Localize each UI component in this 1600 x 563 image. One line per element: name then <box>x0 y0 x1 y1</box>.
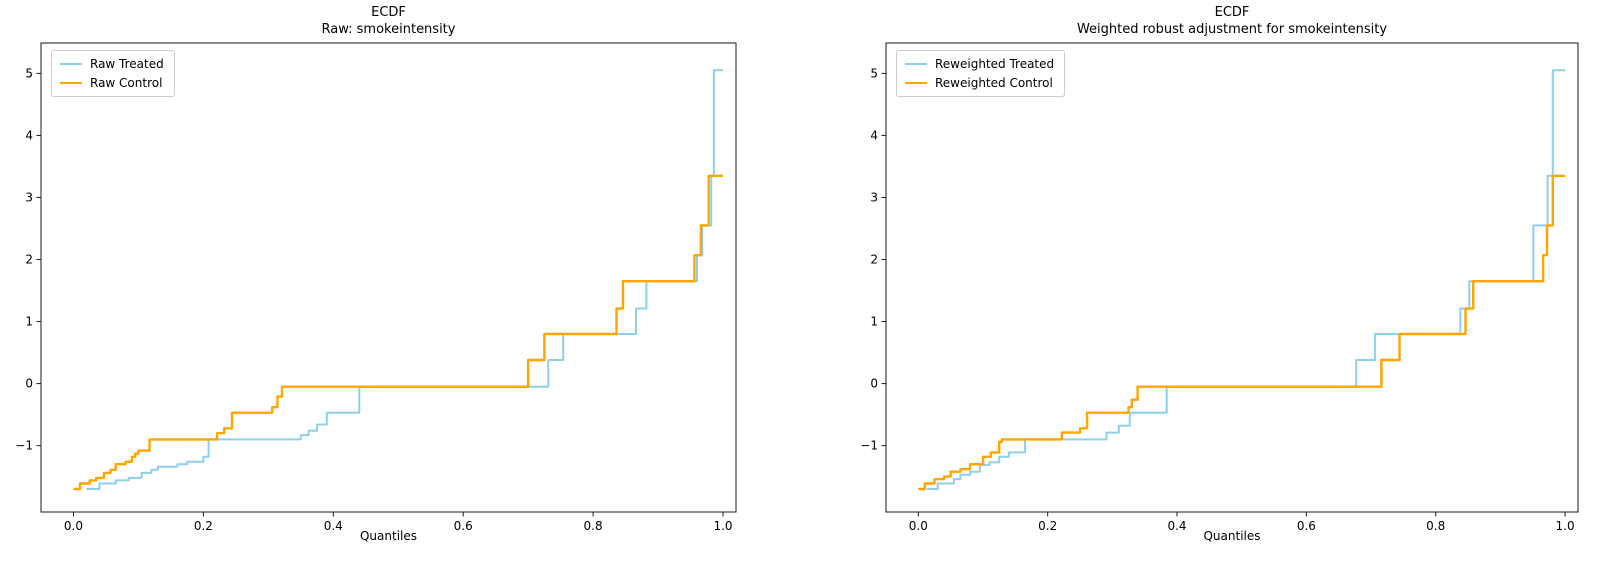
weighted-chart-title-line2: Weighted robust adjustment for smokeinte… <box>1076 21 1388 37</box>
reweighted-control-line <box>918 174 1566 491</box>
y-tick-label: 3 <box>870 190 878 204</box>
x-tick-label: 0.2 <box>194 519 213 533</box>
y-tick-label: 1 <box>870 315 878 329</box>
x-tick-label: 0.0 <box>64 519 83 533</box>
x-tick-label: 0.6 <box>1297 519 1316 533</box>
legend-label: Raw Control <box>90 76 163 90</box>
reweighted-treated-line <box>926 69 1566 490</box>
x-tick-label: 0.8 <box>1426 519 1445 533</box>
x-tick-label: 0.4 <box>1167 519 1186 533</box>
y-tick-label: 3 <box>25 190 33 204</box>
raw-treated-line <box>86 69 723 490</box>
y-tick-label: 4 <box>870 128 878 142</box>
x-tick-label: 0.0 <box>909 519 928 533</box>
raw-legend: Raw Treated Raw Control <box>51 50 175 97</box>
raw-xaxis-label: Quantiles <box>359 529 418 543</box>
legend-label: Reweighted Treated <box>935 57 1055 71</box>
legend-row: Raw Control <box>60 76 164 90</box>
legend-row: Reweighted Treated <box>905 57 1054 71</box>
raw-ecdf-plot-svg: 0.0 0.2 0.4 0.6 0.8 1.0 −1 0 1 2 3 4 5 <box>15 42 737 533</box>
legend-row: Reweighted Control <box>905 76 1054 90</box>
y-tick-label: 0 <box>870 377 878 391</box>
legend-label: Reweighted Control <box>935 76 1053 90</box>
x-tick-label: 0.2 <box>1038 519 1057 533</box>
x-tick-label: 1.0 <box>713 519 732 533</box>
x-tick-label: 0.6 <box>454 519 473 533</box>
weighted-chart-title: ECDF Weighted robust adjustment for smok… <box>886 5 1578 38</box>
x-tick-label: 0.8 <box>584 519 603 533</box>
legend-row: Raw Treated <box>60 57 164 71</box>
y-tick-label: −1 <box>860 439 878 453</box>
raw-treated-legend-swatch <box>60 63 82 65</box>
x-tick-label: 1.0 <box>1556 519 1575 533</box>
y-tick-label: 0 <box>25 377 33 391</box>
axes-spines <box>885 42 1579 513</box>
reweighted-control-legend-swatch <box>905 81 927 85</box>
raw-control-line <box>73 174 723 491</box>
ecdf-panel-weighted: 0.0 0.2 0.4 0.6 0.8 1.0 −1 0 1 2 3 4 5 ECDF Weighted… <box>800 0 1600 563</box>
legend-label: Raw Treated <box>90 57 164 71</box>
y-tick-label: 5 <box>25 66 33 80</box>
raw-chart-title-line1: ECDF <box>371 5 406 20</box>
weighted-xaxis-label: Quantiles <box>1203 529 1261 543</box>
ecdf-panel-raw: 0.0 0.2 0.4 0.6 0.8 1.0 −1 0 1 2 3 4 5 ECDF Raw: smo… <box>15 5 737 543</box>
y-tick-label: −1 <box>15 439 33 453</box>
weighted-chart-title-line1: ECDF <box>1214 5 1250 20</box>
axes-spines <box>40 42 737 513</box>
x-tick-label: 0.4 <box>324 519 343 533</box>
y-tick-label: 4 <box>25 128 33 142</box>
y-tick-label: 2 <box>870 253 878 267</box>
weighted-legend: Reweighted Treated Reweighted Control <box>896 50 1066 97</box>
raw-chart-title-line2: Raw: smokeintensity <box>321 21 456 37</box>
y-tick-label: 5 <box>870 66 878 80</box>
reweighted-treated-legend-swatch <box>905 63 927 65</box>
weighted-ecdf-plot-svg: 0.0 0.2 0.4 0.6 0.8 1.0 −1 0 1 2 3 4 5 <box>860 42 1579 533</box>
y-tick-label: 1 <box>25 315 33 329</box>
raw-control-legend-swatch <box>60 81 82 85</box>
y-tick-label: 2 <box>25 253 33 267</box>
raw-chart-title: ECDF Raw: smokeintensity <box>41 5 736 38</box>
